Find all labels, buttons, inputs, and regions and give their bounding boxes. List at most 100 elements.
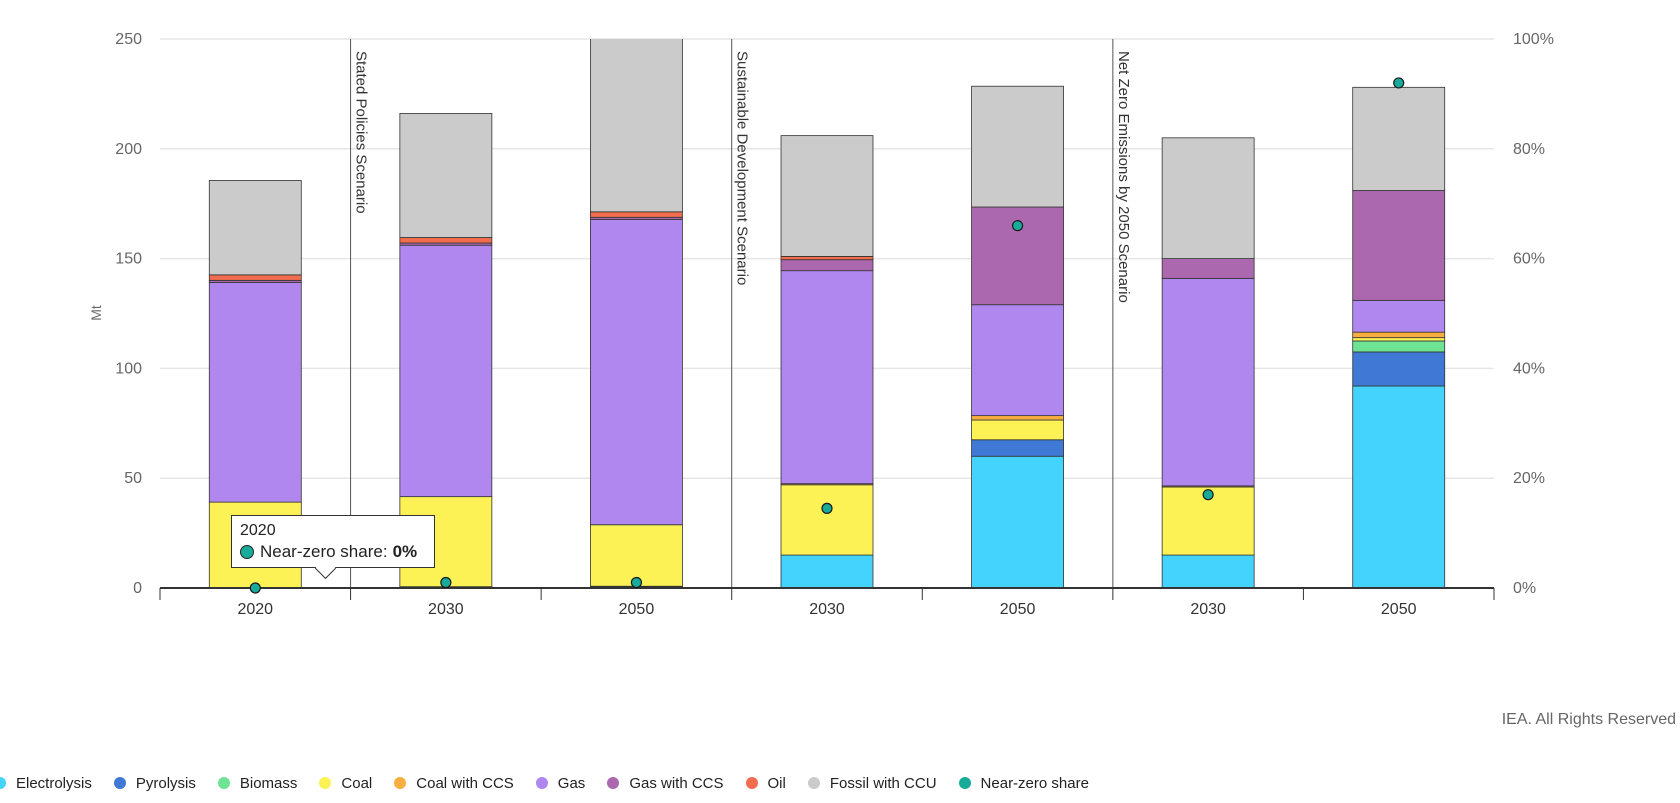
y-axis-right: 0% 20% 40% 60% 80% 100% (1513, 31, 1554, 597)
tooltip-year: 2020 (240, 522, 276, 539)
bar-segment-electrolysis (1161, 554, 1255, 588)
y2-tick-label: 100% (1513, 31, 1554, 48)
bar-segment-gas-with-ccs (1352, 190, 1446, 301)
bar-segment-fossil-with-ccu (590, 39, 683, 213)
x-axis: 2020 2030 2050 2030 2050 2030 2050 (159, 587, 1495, 618)
legend-dot-icon (607, 777, 620, 789)
bar-segment-pyrolysis (1352, 351, 1446, 387)
legend-item[interactable]: Pyrolysis (113, 774, 196, 792)
bar-segment-gas (971, 304, 1064, 417)
bar-segment-gas (208, 282, 302, 503)
legend-dot-icon (958, 777, 971, 789)
scenario-label: Net Zero Emissions by 2050 Scenario (1115, 51, 1132, 303)
legend-dot-icon (745, 777, 758, 789)
x-tick-label: 2050 (619, 601, 655, 618)
bar-segment-pyrolysis (971, 439, 1064, 457)
bar-segment-gas (1161, 277, 1255, 487)
x-tick-label: 2030 (809, 601, 845, 618)
bar-segment-fossil-with-ccu (780, 135, 874, 257)
bar-segment-biomass (1352, 340, 1446, 353)
y2-tick-label: 0% (1513, 580, 1536, 597)
bar-segment-gas-with-ccs (780, 259, 874, 272)
legend-item[interactable]: Biomass (217, 774, 298, 792)
bar-segment-coal (590, 524, 683, 587)
bar-segment-coal-with-ccs (971, 415, 1064, 421)
x-tick-label: 2020 (237, 601, 273, 618)
x-tick-label: 2050 (1000, 601, 1036, 618)
y-tick-label: 50 (124, 470, 142, 487)
near-zero-share-marker (630, 576, 643, 589)
y2-tick-label: 20% (1513, 470, 1545, 487)
legend-item[interactable]: Electrolysis (0, 775, 92, 792)
legend-dot-icon (319, 777, 332, 789)
bar-segment-coal-with-ccs (1352, 331, 1446, 339)
tooltip: 2020 Near-zero share: 0% (231, 515, 435, 580)
hydrogen-production-chart: 0 50 100 150 200 250 0% 20% 40% 60% 80% 100% Mt St… (88, 31, 1554, 618)
bar-segment-electrolysis (1352, 385, 1446, 588)
bar-segment-coal (780, 484, 874, 556)
bar-segment-fossil-with-ccu (208, 180, 302, 276)
legend-label: Pyrolysis (135, 774, 196, 792)
tooltip-marker-icon (240, 545, 254, 559)
near-zero-share-marker (1202, 489, 1214, 501)
bar-segment-electrolysis (971, 455, 1064, 588)
bar-segment-oil (208, 274, 302, 281)
bar-segment-oil (399, 237, 493, 244)
bar-segment-fossil-with-ccu (1352, 86, 1446, 191)
credit-text: IEA. All Rights Reserved (1501, 711, 1676, 728)
legend-item[interactable]: Gas with CCS (607, 774, 724, 792)
bar-segment-oil (590, 211, 683, 218)
near-zero-share-markers (249, 77, 1405, 594)
legend-item[interactable]: Oil (745, 774, 786, 792)
legend-label: Electrolysis (16, 774, 92, 792)
tooltip-row: Near-zero share: 0% (240, 542, 426, 562)
near-zero-share-marker (1393, 77, 1405, 89)
legend-label: Gas with CCS (629, 774, 724, 792)
bar-segment-gas-with-ccs (1161, 258, 1255, 279)
x-tick-label: 2030 (1190, 601, 1226, 618)
scenario-label: Stated Policies Scenario (353, 51, 370, 214)
bar-segment-oil (780, 256, 874, 261)
near-zero-share-marker (1011, 220, 1024, 232)
bar-stack-group (208, 39, 1446, 588)
y2-tick-label: 60% (1513, 251, 1545, 268)
tooltip-label: Near-zero share: (260, 542, 388, 561)
legend-label: Coal with CCS (416, 774, 514, 792)
y-tick-label: 250 (115, 31, 142, 48)
legend-item[interactable]: Near-zero share (958, 774, 1089, 792)
y-tick-label: 0 (133, 580, 142, 597)
legend-item[interactable]: Coal (319, 775, 372, 792)
y2-tick-label: 80% (1513, 141, 1545, 158)
legend-dot-icon (0, 777, 6, 789)
legend-item[interactable]: Fossil with CCU (807, 774, 937, 792)
legend-item[interactable]: Coal with CCS (394, 775, 514, 792)
near-zero-share-marker (821, 502, 833, 514)
near-zero-share-marker (440, 576, 452, 589)
scenario-separators: Stated Policies Scenario Sustainable Deve… (350, 39, 1132, 588)
legend-label: Oil (767, 774, 786, 792)
legend-label: Coal (341, 774, 373, 792)
bar-segment-coal (971, 419, 1064, 441)
bar-segment-coal (1352, 337, 1446, 342)
y-tick-label: 150 (115, 251, 142, 268)
y2-tick-label: 40% (1513, 360, 1545, 377)
legend-dot-icon (113, 777, 126, 789)
bars (208, 39, 1446, 588)
legend-dot-icon (807, 777, 820, 789)
legend-label: Near-zero share (980, 774, 1089, 792)
y-axis-label: Mt (88, 305, 104, 321)
y-axis-left: 0 50 100 150 200 250 (115, 31, 142, 597)
near-zero-share-marker (249, 582, 261, 594)
y-tick-label: 100 (115, 360, 142, 377)
legend-dot-icon (217, 777, 230, 789)
x-tick-label: 2030 (428, 601, 464, 618)
legend-label: Biomass (239, 774, 298, 792)
bar-segment-gas (399, 244, 493, 498)
x-tick-label: 2050 (1381, 601, 1417, 618)
legend-item[interactable]: Gas (535, 774, 586, 792)
bar-segment-gas (1352, 299, 1446, 333)
legend-label: Gas (557, 774, 586, 792)
scenario-label: Sustainable Development Scenario (734, 51, 751, 285)
legend-label: Fossil with CCU (829, 774, 937, 792)
bar-segment-gas (590, 219, 683, 526)
